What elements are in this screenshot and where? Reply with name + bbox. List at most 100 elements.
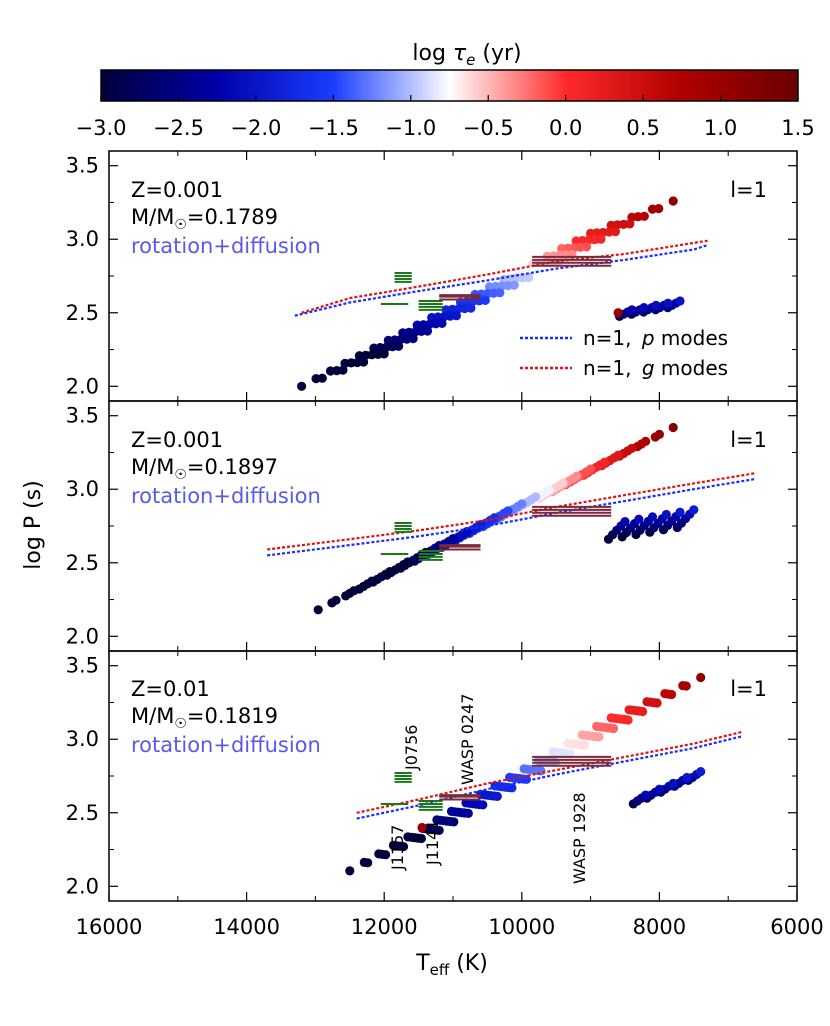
- g-mode-line: [301, 239, 708, 314]
- model-point: [480, 295, 490, 305]
- y-tick-label: 3.0: [66, 727, 99, 751]
- model-point: [652, 698, 662, 708]
- model-point: [596, 234, 606, 244]
- model-point: [663, 298, 673, 308]
- model-point: [451, 311, 461, 321]
- panel-middle-ticks: 2.0 2.5 3.0 3.5: [66, 401, 798, 651]
- sun-icon: ☉: [174, 467, 187, 483]
- panel-top-mode-lines: [294, 239, 708, 317]
- model-point: [689, 505, 699, 515]
- panel-top-points: [297, 196, 685, 391]
- panel-top-mass: M/M☉=0.1789: [131, 205, 278, 233]
- model-point: [394, 341, 404, 351]
- y-tick-label: 2.0: [66, 874, 99, 898]
- panel-top-ticks: 2.0 2.5 3.0 3.5: [66, 151, 798, 401]
- model-point: [331, 595, 341, 605]
- model-point: [696, 672, 706, 683]
- y-tick-label: 3.5: [66, 654, 99, 678]
- model-point: [531, 492, 541, 502]
- panel-middle-mass: M/M☉=0.1897: [131, 455, 278, 483]
- model-point: [492, 791, 502, 802]
- colorbar-tick-label: −1.5: [308, 116, 359, 140]
- model-point: [682, 772, 692, 783]
- y-tick-label: 2.5: [66, 301, 99, 325]
- y-tick-label: 3.0: [66, 227, 99, 251]
- model-point: [599, 457, 610, 467]
- model-point: [641, 790, 651, 800]
- y-axis-label: log P (s): [21, 480, 46, 569]
- model-point: [367, 576, 377, 586]
- x-tick-label: 12000: [351, 915, 418, 939]
- y-tick-label: 3.5: [66, 154, 99, 178]
- model-point: [379, 349, 389, 359]
- label-wasp1928: WASP 1928: [570, 793, 589, 885]
- panel-top: 2.0 2.5 3.0 3.5 Z=0.001 M/M☉=0.1789 rotatio…: [66, 150, 798, 402]
- label-j1157: J1157: [388, 825, 407, 871]
- model-point: [338, 365, 348, 375]
- x-tick-label: 8000: [633, 915, 686, 939]
- model-point: [363, 858, 373, 868]
- panel-middle-z: Z=0.001: [131, 428, 223, 452]
- model-point: [408, 334, 418, 344]
- panel-middle-model: rotation+diffusion: [131, 484, 321, 508]
- model-point: [641, 436, 651, 446]
- model-point: [654, 204, 664, 214]
- colorbar-label: log τe (yr): [412, 41, 521, 69]
- model-point: [639, 303, 649, 313]
- model-point: [544, 485, 554, 495]
- panel-middle-points: [313, 422, 699, 615]
- model-point: [572, 471, 582, 481]
- colorbar-tick-label: 0.5: [626, 116, 659, 140]
- panel-top-z: Z=0.001: [131, 178, 223, 202]
- model-point: [647, 512, 658, 522]
- y-tick-label: 3.5: [66, 404, 99, 428]
- panel-top-l: l=1: [730, 178, 767, 202]
- label-j1141: J1141: [423, 820, 442, 866]
- model-point: [416, 833, 426, 844]
- model-point: [681, 681, 691, 691]
- model-point: [466, 303, 476, 313]
- model-point: [651, 300, 661, 310]
- model-point: [349, 586, 359, 596]
- g-mode-line: [267, 472, 756, 551]
- sun-icon: ☉: [174, 716, 187, 732]
- colorbar: log τe (yr) −3.0 −2.5 −2.0 −1.5 −1.0 −0.5 0.0 0…: [76, 41, 815, 140]
- y-tick-label: 2.0: [66, 374, 99, 398]
- model-point: [420, 547, 431, 558]
- model-point: [434, 540, 444, 551]
- y-tick-label: 2.0: [66, 624, 99, 648]
- colorbar-gradient: [100, 69, 799, 102]
- model-point: [675, 507, 685, 517]
- model-point: [495, 288, 505, 298]
- model-point: [437, 318, 447, 328]
- model-point: [668, 196, 678, 206]
- model-point: [634, 514, 644, 524]
- panel-middle-mode-lines: [267, 472, 756, 557]
- y-tick-label: 2.5: [66, 801, 99, 825]
- model-point: [667, 689, 677, 700]
- model-point: [507, 783, 517, 793]
- legend: n=1, p modes n=1, g modes: [520, 326, 728, 380]
- colorbar-tick-label: −2.5: [153, 116, 204, 140]
- model-point: [661, 509, 671, 520]
- sun-icon: ☉: [174, 217, 187, 233]
- model-point: [463, 808, 473, 819]
- model-point: [317, 373, 327, 383]
- model-point: [385, 567, 395, 577]
- model-point: [668, 778, 678, 789]
- model-point: [613, 450, 623, 460]
- colorbar-ticks: −3.0 −2.5 −2.0 −1.5 −1.0 −0.5 0.0 0.5 1.0 1.5: [76, 95, 815, 140]
- panel-top-observations: [380, 255, 612, 311]
- model-point: [381, 850, 391, 860]
- x-tick-label: 6000: [770, 915, 823, 939]
- model-point: [359, 357, 369, 367]
- colorbar-tick-label: −0.5: [463, 116, 514, 140]
- model-point: [581, 242, 592, 252]
- model-point: [509, 280, 519, 290]
- model-point: [524, 272, 534, 283]
- model-point: [586, 464, 596, 474]
- model-point: [345, 866, 355, 876]
- panel-middle-observations: [380, 505, 612, 561]
- model-point: [696, 767, 706, 777]
